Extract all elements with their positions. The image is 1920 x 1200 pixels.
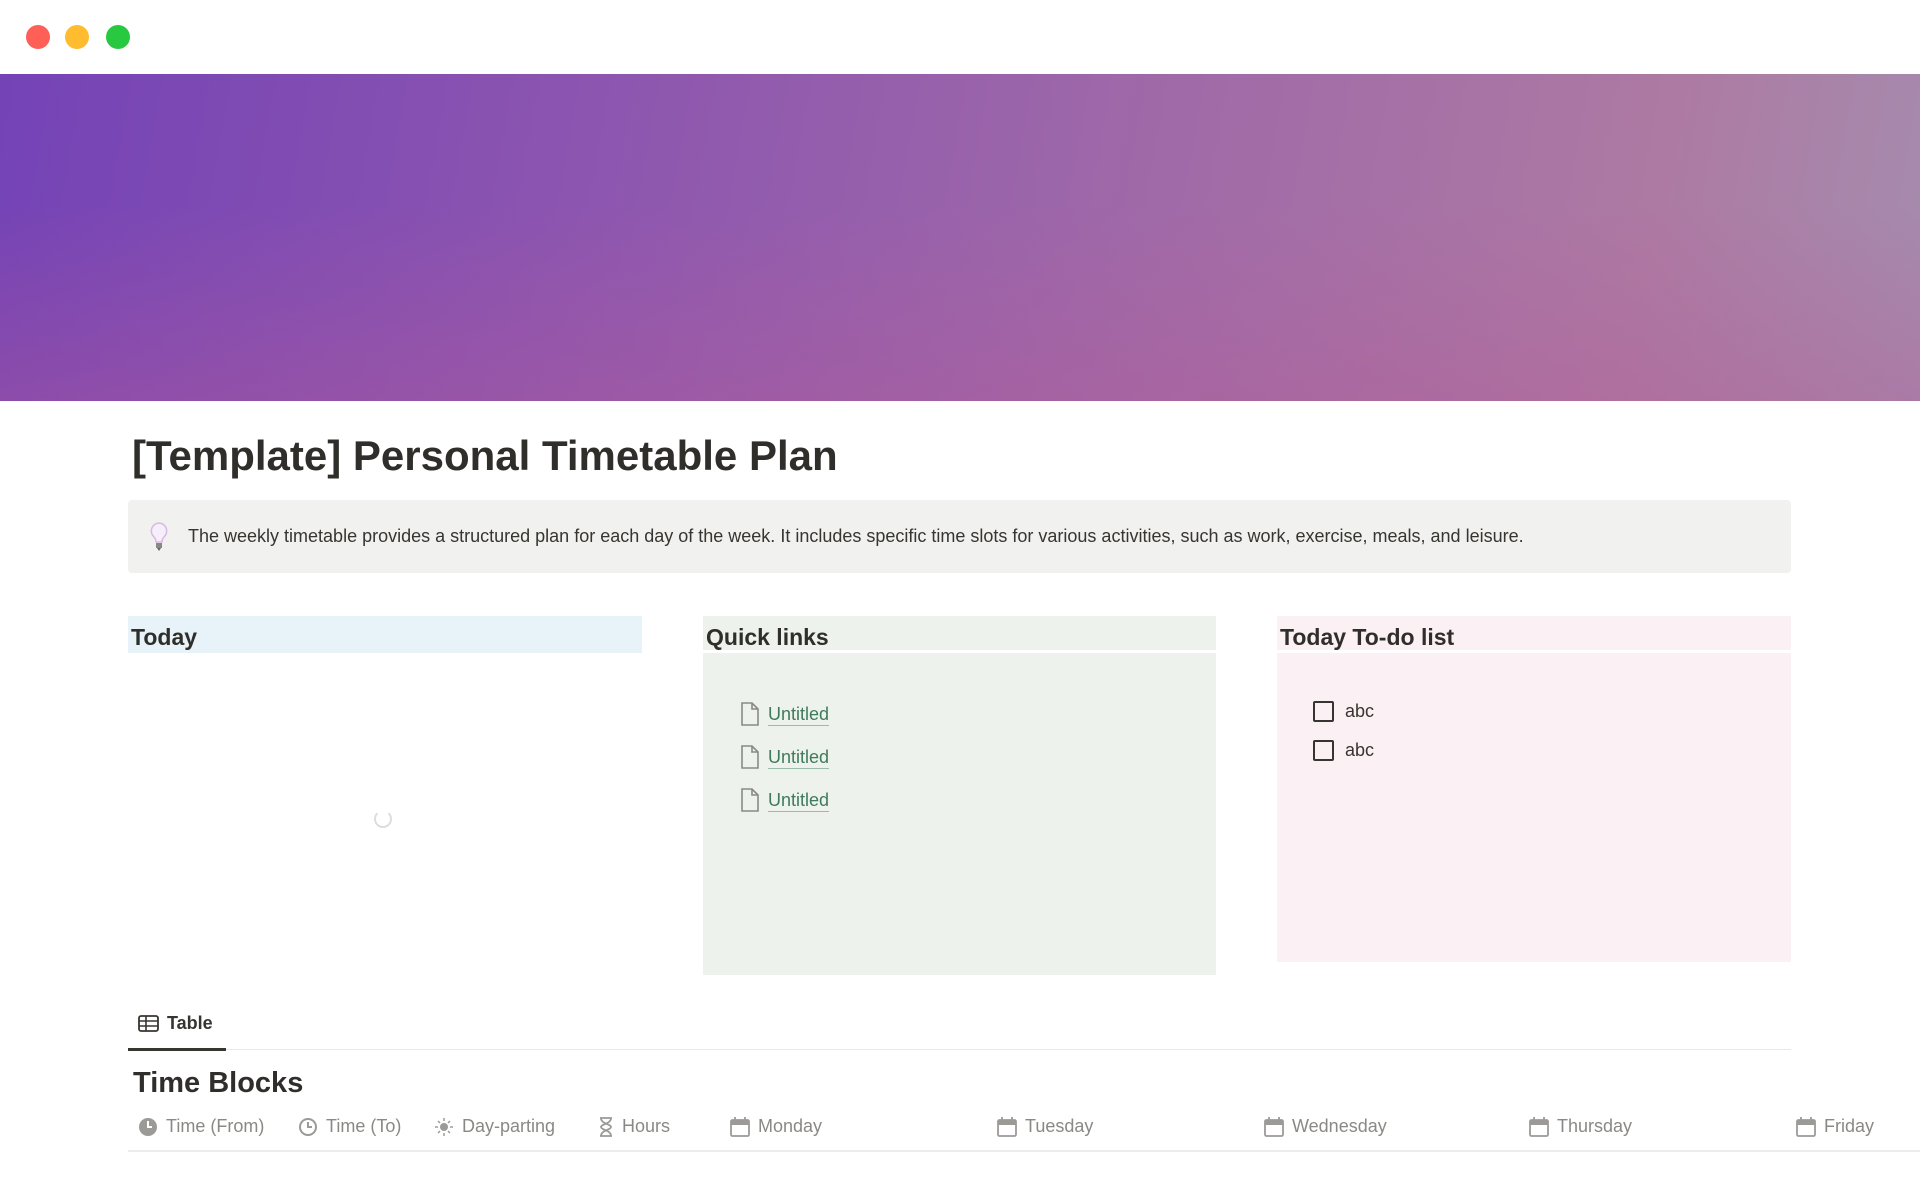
column-header-time-to[interactable]: Time (To) (298, 1116, 401, 1137)
todo-item: abc (1313, 701, 1374, 722)
todo-label[interactable]: abc (1345, 701, 1375, 721)
tab-table-view[interactable]: Table (138, 1013, 213, 1034)
callout: The weekly timetable provides a structur… (128, 500, 1791, 573)
column-header-thursday[interactable]: Thursday (1529, 1116, 1632, 1137)
calendar-icon (997, 1116, 1017, 1137)
todo-checkbox[interactable] (1313, 740, 1334, 761)
quick-link[interactable]: Untitled (740, 788, 830, 812)
header-label: Monday (758, 1116, 823, 1136)
todo-heading: Today To-do list (1277, 616, 1791, 653)
cover-image (0, 74, 1920, 401)
header-label: Thursday (1557, 1116, 1633, 1136)
quick-links-panel (703, 616, 1216, 975)
column-header-day-parting[interactable]: Day-parting (434, 1116, 555, 1137)
lightbulb-icon (150, 522, 168, 551)
header-label: Time (To) (326, 1116, 402, 1136)
quick-link-label[interactable]: Untitled (768, 703, 830, 726)
quick-links-heading-text: Quick links (706, 624, 829, 650)
today-heading: Today (128, 616, 642, 653)
column-header-wednesday[interactable]: Wednesday (1264, 1116, 1387, 1137)
calendar-icon (1264, 1116, 1284, 1137)
table-icon (138, 1015, 159, 1032)
header-label: Friday (1824, 1116, 1875, 1136)
header-label: Tuesday (1025, 1116, 1094, 1136)
today-heading-text: Today (131, 624, 198, 650)
quick-link[interactable]: Untitled (740, 745, 830, 769)
database-title[interactable]: Time Blocks (133, 1067, 304, 1099)
column-header-hours[interactable]: Hours (598, 1116, 670, 1137)
maximize-window-button[interactable] (106, 25, 130, 49)
close-window-button[interactable] (26, 25, 50, 49)
quick-links-heading: Quick links (703, 616, 1216, 653)
todo-panel (1277, 616, 1791, 962)
todo-item: abc (1313, 740, 1374, 761)
todo-heading-text: Today To-do list (1280, 624, 1455, 650)
hourglass-icon (600, 1116, 612, 1137)
tab-label: Table (167, 1013, 213, 1033)
todo-checkbox[interactable] (1313, 701, 1334, 722)
page-icon (741, 788, 759, 812)
active-tab-indicator (128, 1048, 226, 1051)
column-header-friday[interactable]: Friday (1796, 1116, 1874, 1137)
column-header-time-from[interactable]: Time (From) (138, 1116, 264, 1137)
calendar-icon (1529, 1116, 1549, 1137)
page-icon (741, 702, 759, 726)
tab-divider (128, 1049, 1791, 1050)
loading-spinner-icon (374, 810, 392, 828)
clock-filled-icon (139, 1117, 157, 1136)
page-title: [Template] Personal Timetable Plan (132, 432, 838, 479)
quick-link-label[interactable]: Untitled (768, 789, 830, 812)
quick-link-label[interactable]: Untitled (768, 746, 830, 769)
callout-text: The weekly timetable provides a structur… (188, 526, 1524, 546)
table-header-divider (128, 1150, 1920, 1152)
calendar-icon (1796, 1116, 1816, 1137)
todo-label[interactable]: abc (1345, 740, 1375, 760)
minimize-window-button[interactable] (65, 25, 89, 49)
quick-link[interactable]: Untitled (740, 702, 830, 726)
header-label: Hours (622, 1116, 671, 1136)
column-header-monday[interactable]: Monday (730, 1116, 822, 1137)
clock-icon (299, 1117, 317, 1136)
header-label: Day-parting (462, 1116, 556, 1136)
page-icon (741, 745, 759, 769)
column-header-tuesday[interactable]: Tuesday (997, 1116, 1093, 1137)
header-label: Time (From) (166, 1116, 265, 1136)
calendar-icon (730, 1116, 750, 1137)
sun-icon (435, 1117, 453, 1136)
header-label: Wednesday (1292, 1116, 1387, 1136)
